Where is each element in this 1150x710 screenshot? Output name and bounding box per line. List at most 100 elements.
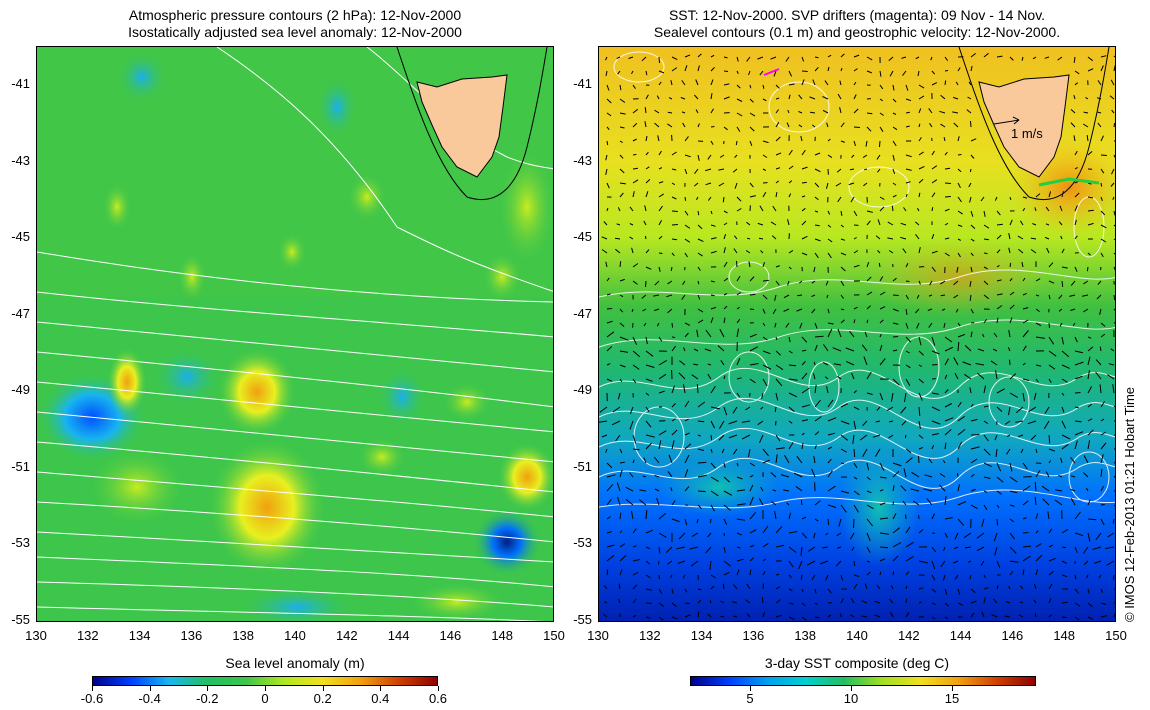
velocity-arrow [1108,363,1115,366]
velocity-arrow [788,149,793,156]
sla-map[interactable] [36,46,554,622]
velocity-arrow [918,336,922,346]
velocity-arrow [645,546,651,550]
velocity-arrow [1027,420,1037,425]
velocity-arrow [939,110,946,114]
velocity-arrow [827,308,830,314]
velocity-arrow [879,517,889,520]
velocity-arrow [749,511,757,520]
velocity-arrow [957,518,965,526]
velocity-arrow [670,487,673,492]
velocity-arrow [853,81,857,86]
velocity-arrow [668,454,673,464]
velocity-arrow [617,392,621,400]
velocity-arrow [736,275,741,282]
velocity-arrow [970,504,978,510]
velocity-arrow [902,70,907,76]
velocity-arrow [1074,440,1078,450]
velocity-arrow [814,335,824,338]
velocity-arrow [1033,392,1037,400]
velocity-arrow [970,53,977,58]
velocity-arrow [741,434,751,440]
velocity-arrow [903,468,907,478]
velocity-arrow [810,111,816,114]
velocity-arrow [1100,266,1102,271]
velocity-arrow [1022,545,1032,548]
velocity-arrow [697,224,703,230]
velocity-arrow [801,207,806,212]
velocity-arrow [736,532,743,536]
velocity-arrow [853,518,855,528]
velocity-arrow [645,406,650,412]
velocity-arrow [956,473,959,478]
colorbar-tick-label: -0.4 [138,691,161,706]
velocity-arrow [1048,434,1051,444]
velocity-arrow [1100,485,1105,492]
right-title-line1: SST: 12-Nov-2000. SVP drifters (magenta)… [668,7,1046,23]
velocity-arrow [788,83,795,86]
velocity-arrow [942,574,946,581]
velocity-arrow [710,385,716,394]
velocity-arrow [955,308,959,313]
velocity-arrow [671,429,678,436]
velocity-scale-label: 1 m/s [1011,126,1043,141]
velocity-arrow [775,121,780,128]
velocity-arrow [983,434,989,442]
velocity-arrow [905,181,911,184]
velocity-arrow [800,135,803,142]
velocity-arrow [1097,280,1102,285]
velocity-arrow [944,56,949,61]
velocity-arrow [1113,588,1115,591]
velocity-arrow [796,455,803,464]
velocity-arrow [918,560,928,564]
velocity-arrow [801,419,809,422]
velocity-arrow [684,614,691,618]
velocity-arrow [970,210,974,217]
velocity-arrow [759,205,764,212]
velocity-arrow [905,111,910,114]
velocity-arrow [827,252,832,259]
velocity-arrow [697,434,701,437]
velocity-arrow [902,500,907,506]
velocity-arrow [866,112,873,115]
velocity-arrow [996,490,1002,495]
velocity-arrow [1074,266,1078,272]
velocity-arrow [853,420,857,430]
velocity-arrow [918,392,923,401]
velocity-arrow [931,602,936,606]
velocity-arrow [1009,373,1017,380]
velocity-arrow [618,599,621,604]
velocity-arrow [645,574,651,579]
velocity-arrow [879,344,883,352]
velocity-arrow [723,233,727,240]
lat-tick-label: -51 [573,458,592,474]
velocity-arrow [931,392,939,395]
velocity-arrow [944,389,949,394]
velocity-arrow [1058,308,1063,312]
velocity-arrow [1035,378,1039,383]
velocity-arrow [645,392,650,396]
velocity-arrow [1070,456,1076,464]
velocity-arrow [774,511,777,520]
velocity-arrow [667,280,673,285]
velocity-arrow [788,165,794,170]
velocity-arrow [772,205,777,212]
velocity-arrow [785,56,790,62]
velocity-arrow [918,137,922,142]
velocity-arrow [879,291,886,296]
velocity-arrow [1082,123,1089,128]
velocity-arrow [809,96,816,100]
velocity-arrow [1083,560,1089,565]
velocity-arrow [892,182,897,186]
velocity-arrow [723,83,730,86]
velocity-arrow [645,179,651,184]
sst-map[interactable]: 1 m/s [598,46,1116,622]
velocity-arrow [875,420,881,423]
velocity-arrow [658,336,663,342]
velocity-arrow [879,502,886,506]
velocity-arrow [723,375,726,380]
velocity-arrow [695,196,699,201]
velocity-arrow [679,360,686,366]
velocity-scale-arrow [993,119,1020,125]
velocity-arrow [976,532,985,539]
